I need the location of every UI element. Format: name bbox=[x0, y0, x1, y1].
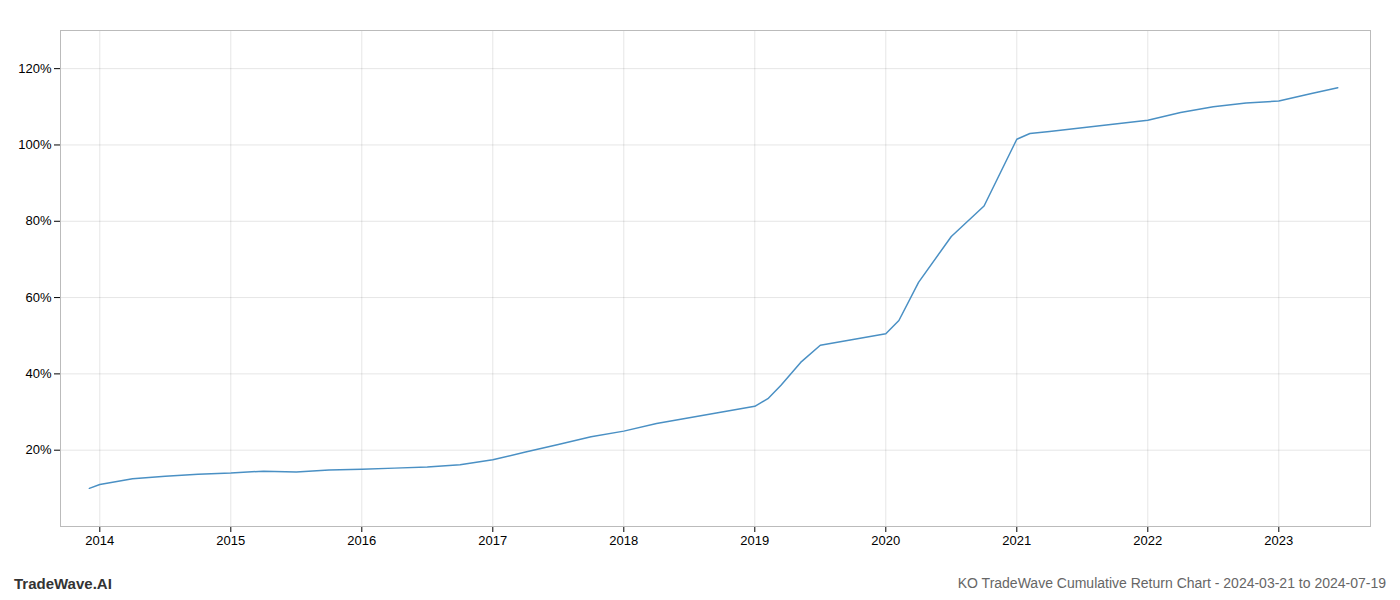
svg-text:60%: 60% bbox=[25, 290, 51, 305]
svg-text:2014: 2014 bbox=[85, 533, 114, 548]
svg-text:100%: 100% bbox=[18, 137, 52, 152]
svg-text:2020: 2020 bbox=[871, 533, 900, 548]
html-text:KO TradeWave Cumulative Return: KO TradeWave Cumulative Return Chart - 2… bbox=[957, 575, 1386, 591]
svg-text:2023: 2023 bbox=[1264, 533, 1293, 548]
html-text:TradeWave.AI: TradeWave.AI bbox=[14, 574, 112, 592]
svg-text:2022: 2022 bbox=[1133, 533, 1162, 548]
svg-text:2021: 2021 bbox=[1002, 533, 1031, 548]
svg-text:2016: 2016 bbox=[347, 533, 376, 548]
svg-text:40%: 40% bbox=[25, 366, 51, 381]
svg-text:2017: 2017 bbox=[478, 533, 507, 548]
svg-text:20%: 20% bbox=[25, 442, 51, 457]
svg-text:2015: 2015 bbox=[216, 533, 245, 548]
svg-text:80%: 80% bbox=[25, 213, 51, 228]
svg-text:2019: 2019 bbox=[740, 533, 769, 548]
svg-text:120%: 120% bbox=[18, 61, 52, 76]
svg-text:2018: 2018 bbox=[609, 533, 638, 548]
